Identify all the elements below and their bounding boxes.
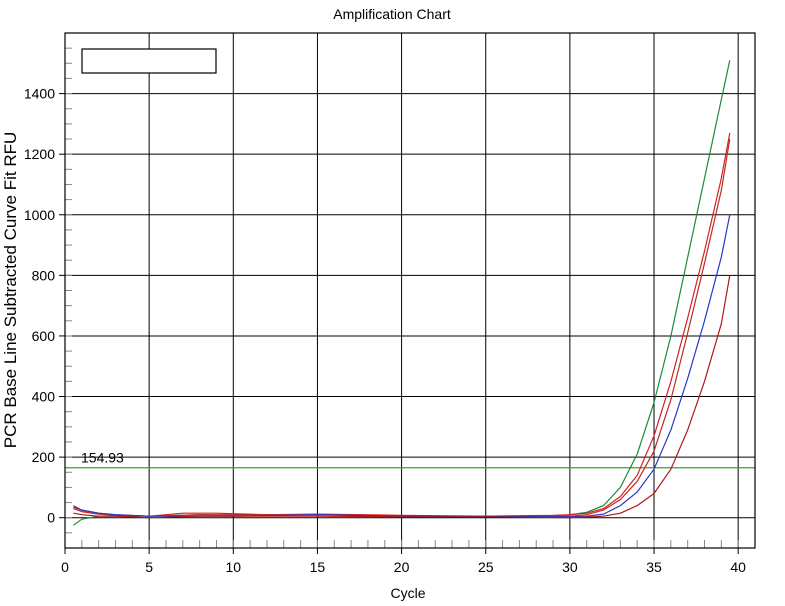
y-tick-label: 1000 (24, 207, 55, 223)
y-axis-title: PCR Base Line Subtracted Curve Fit RFU (1, 132, 20, 449)
plot-frame (64, 32, 756, 549)
legend-box (81, 48, 217, 74)
x-tick-label: 30 (562, 559, 578, 575)
y-tick-label: 600 (32, 328, 56, 344)
y-tick-label: 0 (47, 510, 55, 526)
y-tick-label: 200 (32, 449, 56, 465)
x-tick-label: 20 (394, 559, 410, 575)
chart-title: Amplification Chart (333, 6, 451, 22)
x-tick-label: 10 (226, 559, 242, 575)
x-axis-title: Cycle (390, 585, 425, 601)
threshold-label: 154.93 (81, 450, 124, 466)
x-tick-label: 25 (478, 559, 494, 575)
y-tick-label: 400 (32, 389, 56, 405)
x-tick-label: 5 (145, 559, 153, 575)
x-tick-label: 40 (730, 559, 746, 575)
series-line-5 (73, 275, 731, 519)
x-tick-label: 15 (310, 559, 326, 575)
y-tick-label: 800 (32, 267, 56, 283)
y-tick-label: 1200 (24, 146, 55, 162)
series-line-4 (73, 214, 731, 518)
x-tick-label: 0 (61, 559, 69, 575)
plot-area: 154.930 5 10 15 20 25 30 35 40020040060080010001… (24, 32, 756, 575)
y-tick-label: 1400 (24, 86, 55, 102)
plot-background (65, 33, 755, 548)
x-tick-label: 35 (646, 559, 662, 575)
